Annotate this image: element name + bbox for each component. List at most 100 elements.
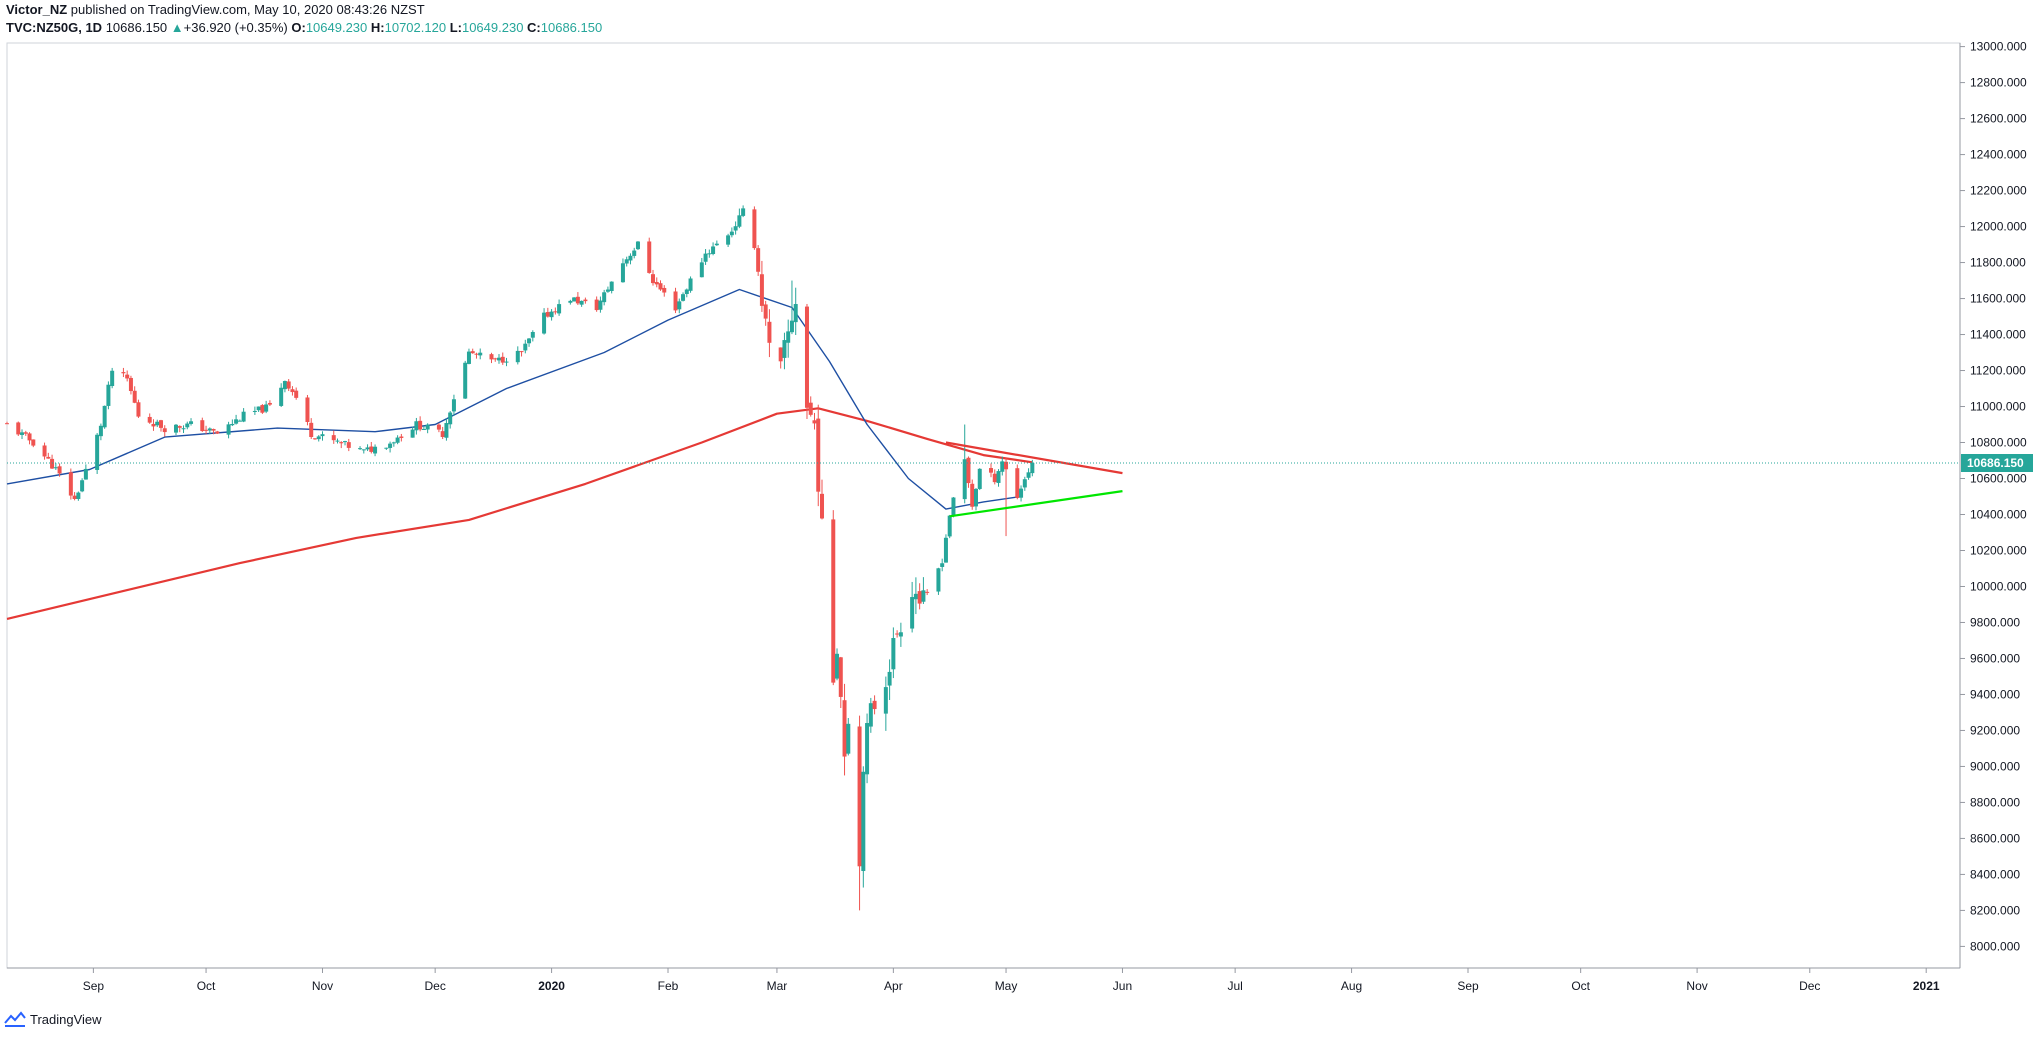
candle[interactable] [230,419,235,427]
candle[interactable] [267,400,272,407]
candle[interactable] [110,367,115,389]
candle[interactable] [53,463,58,470]
candle[interactable] [474,352,479,359]
candle[interactable] [42,442,47,460]
candle[interactable] [835,648,840,681]
candle[interactable] [46,452,51,459]
candle[interactable] [602,289,607,306]
candle[interactable] [632,247,637,259]
candle[interactable] [421,425,426,431]
candle[interactable] [158,419,163,432]
candle[interactable] [605,286,610,293]
candle[interactable] [72,492,77,501]
candle[interactable] [369,441,374,454]
candle[interactable] [624,256,629,267]
candle[interactable] [331,430,336,444]
candle[interactable] [786,319,791,358]
candle[interactable] [977,468,982,491]
candle[interactable] [256,406,261,413]
candle[interactable] [703,249,708,265]
candle[interactable] [598,296,603,313]
candle[interactable] [846,717,851,756]
candle[interactable] [542,308,547,335]
candle[interactable] [121,367,126,378]
candle[interactable] [264,400,269,414]
candle[interactable] [947,514,952,539]
candle[interactable] [80,478,85,493]
candle[interactable] [579,300,584,307]
candle[interactable] [767,309,772,358]
candle[interactable] [151,419,156,431]
candle[interactable] [335,438,340,444]
candle[interactable] [575,292,580,306]
candle[interactable] [16,421,21,437]
candle[interactable] [707,249,712,258]
candle[interactable] [865,713,870,784]
candle[interactable] [418,416,423,432]
candle[interactable] [940,558,945,572]
candle[interactable] [185,421,190,430]
price-axis[interactable]: 8000.000 8200.000 8400.000 8600.000 8800.000… [1960,40,2027,954]
candle[interactable] [733,221,738,235]
candle[interactable] [910,581,915,633]
candle[interactable] [711,242,716,256]
candle[interactable] [174,424,179,436]
candle[interactable] [260,404,265,414]
candle[interactable] [128,375,133,395]
candle[interactable] [1022,476,1027,491]
candle[interactable] [729,227,734,238]
candle[interactable] [831,510,836,686]
candle[interactable] [466,348,471,365]
candle[interactable] [181,425,186,434]
candle[interactable] [572,297,577,302]
candle[interactable] [50,454,55,469]
candle[interactable] [793,287,798,335]
candle[interactable] [925,589,930,596]
candle[interactable] [290,386,295,396]
candle[interactable] [917,583,922,610]
candle[interactable] [583,297,588,304]
candle[interactable] [252,406,257,415]
candle[interactable] [489,352,494,364]
candle[interactable] [519,350,524,357]
candle[interactable] [98,423,103,441]
candle[interactable] [635,241,640,251]
candle[interactable] [816,404,821,507]
candle[interactable] [756,245,761,276]
candle[interactable] [568,299,573,305]
candle[interactable] [820,479,825,520]
candle[interactable] [898,622,903,647]
candle[interactable] [808,396,813,417]
candle[interactable] [478,348,483,360]
candle[interactable] [677,298,682,314]
candle[interactable] [970,479,975,510]
candle[interactable] [346,438,351,452]
candle[interactable] [147,413,152,424]
candle[interactable] [883,676,888,731]
candle[interactable] [838,656,843,708]
candle[interactable] [545,307,550,318]
candle[interactable] [200,417,205,432]
candle[interactable] [444,418,449,441]
candle[interactable] [759,260,764,312]
candle[interactable] [504,357,509,367]
candle[interactable] [1026,468,1031,480]
candle[interactable] [662,285,667,297]
candle[interactable] [891,627,896,679]
candle[interactable] [106,381,111,410]
candle[interactable] [414,417,419,435]
candle[interactable] [20,429,25,440]
candle[interactable] [782,332,787,370]
candle[interactable] [282,380,287,393]
candle[interactable] [309,418,314,439]
candle[interactable] [286,379,291,392]
candle[interactable] [365,444,370,452]
candle[interactable] [726,233,731,248]
candle[interactable] [320,431,325,441]
candle[interactable] [27,432,32,445]
candle[interactable] [448,411,453,429]
trendlines[interactable] [945,441,1123,518]
candle[interactable] [189,418,194,426]
candle[interactable] [391,441,396,447]
candle[interactable] [425,423,430,434]
